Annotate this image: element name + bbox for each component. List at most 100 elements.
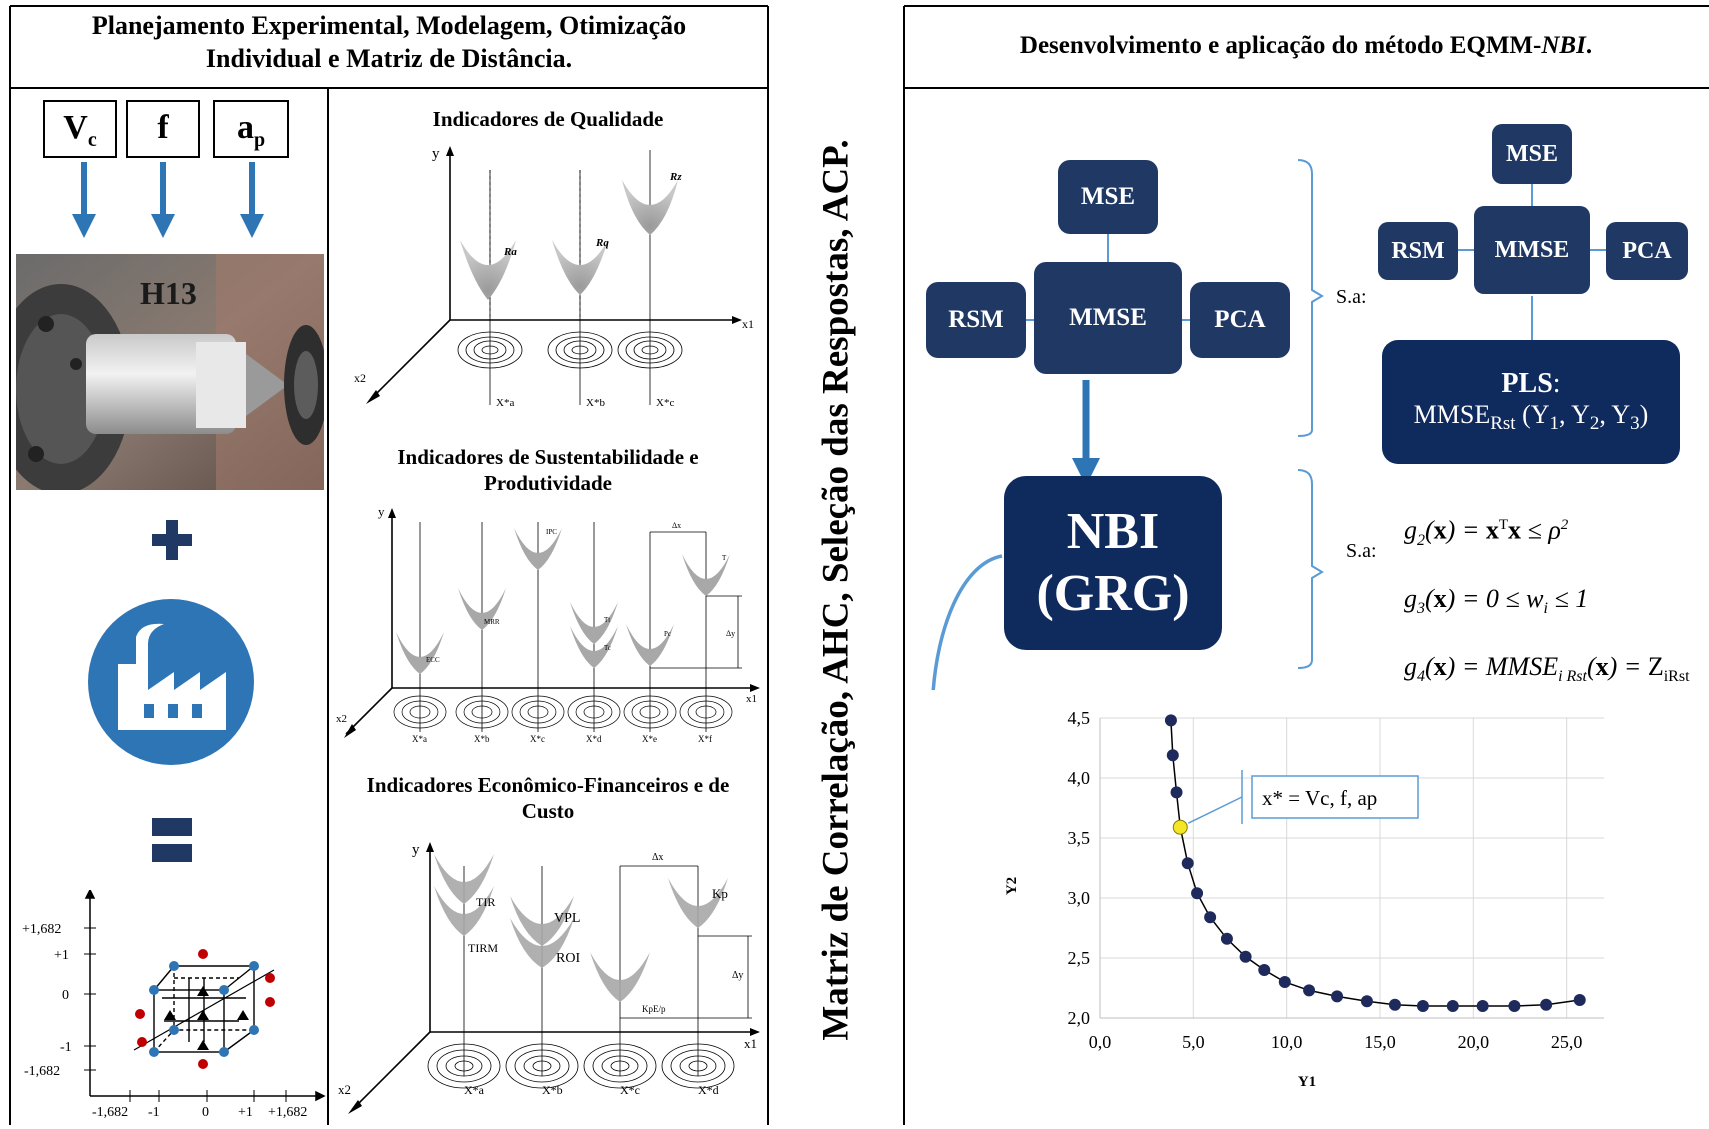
data-point: [1331, 990, 1344, 1003]
axis-y-label: y: [412, 842, 420, 858]
right-header: Desenvolvimento e aplicação do método EQ…: [906, 30, 1706, 61]
constraint-g4: g4(x) = MMSEi Rst(x) = ZiRst: [1404, 652, 1690, 686]
opt-label: X*b: [474, 734, 490, 744]
x-tick-label: 10,0: [1271, 1032, 1303, 1052]
flow-rsm: RSM: [948, 306, 1004, 333]
opt-label: X*f: [698, 734, 712, 744]
pls-formula-b: (Y: [1515, 400, 1550, 430]
curve-label: MRR: [484, 618, 500, 626]
x-tick-label: 25,0: [1551, 1032, 1583, 1052]
factorial-point: [249, 961, 259, 971]
factor-f-box: f: [126, 100, 200, 158]
flow-mmse-box: MMSE: [1034, 262, 1182, 374]
annotation-leader: [1187, 796, 1243, 824]
factorial-point: [169, 1025, 179, 1035]
factor-vc: V: [63, 109, 88, 146]
left-header-line2: Individual e Matriz de Distância.: [205, 43, 573, 73]
opt-label: X*a: [464, 1083, 485, 1097]
opt-label: X*a: [412, 734, 427, 744]
flow-connectors: [931, 159, 1606, 690]
data-point: [1191, 887, 1204, 900]
ccd-xtick: -1,682: [92, 1105, 128, 1120]
curve-label: Kp: [712, 886, 728, 901]
opt-label: X*d: [698, 1083, 719, 1097]
right-header-main: Desenvolvimento e aplicação do método EQ…: [1019, 32, 1542, 59]
pls-pca: PCA: [1622, 237, 1672, 264]
axis-z-label: x2: [336, 713, 347, 725]
opt-label: X*b: [586, 397, 605, 409]
data-point: [1170, 786, 1183, 799]
surface-ra: [460, 240, 516, 300]
axial-point: [135, 1009, 145, 1019]
factorial-point: [219, 985, 229, 995]
ccd-xtick: +1: [238, 1105, 253, 1120]
pls-mse: MSE: [1505, 140, 1558, 167]
curve-label: ECC: [426, 656, 440, 664]
plus-icon: [152, 520, 192, 560]
flow-nbi-box: NBI (GRG): [1004, 476, 1222, 650]
opt-label: X*c: [530, 734, 545, 744]
data-point: [1164, 714, 1177, 727]
constraint-g3: g3(x) = 0 ≤ wi ≤ 1: [1404, 583, 1589, 618]
factor-arrows: [72, 162, 264, 238]
y-tick-label: 4,5: [1068, 708, 1091, 728]
axis-y-label: y: [432, 146, 440, 162]
data-point: [1239, 950, 1252, 963]
pls-pca-box: PCA: [1606, 222, 1688, 280]
pls-rsm-box: RSM: [1378, 222, 1458, 280]
data-point: [1181, 857, 1194, 870]
curve-label: TIR: [476, 895, 495, 909]
pls-formula-c: , Y: [1559, 400, 1590, 430]
flow-mmse: MMSE: [1069, 304, 1147, 331]
econ-title: Indicadores Econômico-Financeiros e de C…: [330, 772, 766, 825]
delta-y-label: Δy: [726, 629, 735, 638]
delta-x-label: Δx: [652, 852, 663, 863]
data-point: [1476, 1000, 1489, 1012]
y-tick-label: 2,0: [1068, 1008, 1091, 1028]
factor-ap: a: [236, 109, 254, 146]
data-point: [1166, 749, 1179, 762]
axial-point: [198, 949, 208, 959]
curve-label: ROI: [556, 951, 580, 966]
factorial-point: [149, 985, 159, 995]
flow-mse-box: MSE: [1058, 160, 1158, 234]
opt-label: X*b: [542, 1083, 563, 1097]
pls-title: PLS: [1501, 368, 1553, 400]
flow-mse: MSE: [1080, 183, 1136, 210]
curve-label: Rz: [669, 171, 682, 183]
sa-label-1: S.a:: [1336, 286, 1367, 308]
annotation-box: [1251, 775, 1419, 819]
pls-formula-d: , Y: [1599, 400, 1631, 430]
econ-title-line2: Custo: [521, 799, 575, 824]
data-point: [1573, 994, 1586, 1006]
chart-ylabel: Y2: [1004, 877, 1020, 895]
ccd-xtick: +1,682: [268, 1105, 307, 1120]
data-point: [1416, 1000, 1429, 1012]
factor-ap-box: ap: [213, 100, 289, 158]
ccd-ytick: -1: [60, 1040, 72, 1055]
delta-x-label: Δx: [672, 521, 681, 530]
ccd-ytick: +1: [54, 948, 69, 963]
curve-label: VPL: [554, 911, 580, 926]
flow-pca-box: PCA: [1190, 282, 1290, 358]
data-point: [1360, 995, 1373, 1008]
quality-plot: y x1 x2 Ra Rq Rz X*a X*b X*c: [354, 146, 754, 409]
curve-label: Ra: [503, 246, 517, 258]
axial-point: [198, 1059, 208, 1069]
opt-label: X*a: [496, 397, 514, 409]
axial-point: [137, 1037, 147, 1047]
factorial-point: [249, 1025, 259, 1035]
factor-ap-sub: p: [253, 128, 266, 151]
pls-title-row: PLS:: [1501, 368, 1560, 400]
sa-label-2: S.a:: [1346, 540, 1377, 562]
pls-mmse: MMSE: [1494, 236, 1570, 263]
pareto-curve: [1170, 720, 1580, 1007]
right-header-italic: NBI: [1541, 32, 1586, 59]
factorial-point: [149, 1047, 159, 1057]
vertical-title: Matriz de Correlação, AHC, Seleção das R…: [815, 139, 857, 1041]
pls-idx: 3: [1630, 413, 1640, 435]
curve-label: Tc: [604, 644, 611, 652]
sustain-title-line1: Indicadores de Sustentabilidade e: [397, 445, 699, 469]
data-point: [1303, 984, 1316, 997]
axis-x-label: x1: [744, 1036, 757, 1051]
